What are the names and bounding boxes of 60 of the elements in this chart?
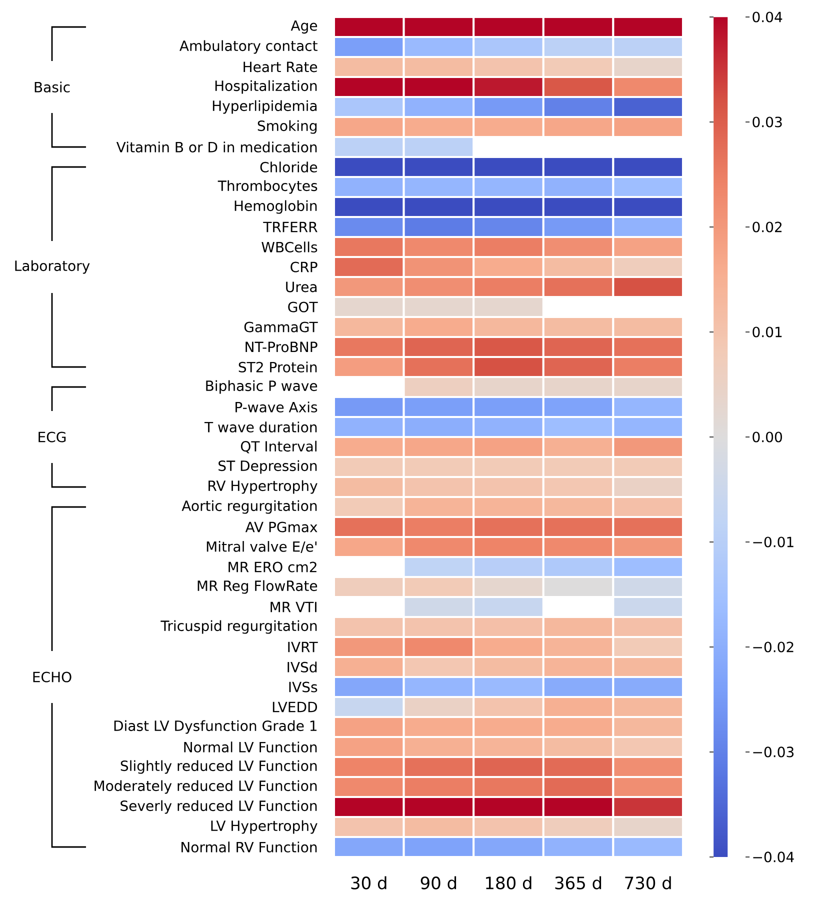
x-tick-label: 365 d [555, 876, 602, 890]
y-tick-label: Normal LV Function [184, 742, 317, 752]
y-tick-label: QT Interval [240, 440, 316, 454]
y-tick-label: LVEDD [272, 702, 317, 712]
x-tick-label: 730 d [625, 876, 671, 890]
y-tick-label: Hospitalization [215, 80, 317, 94]
y-tick-label: Ambulatory contact [180, 40, 318, 54]
y-tick-label: Chloride [260, 162, 318, 172]
y-tick-label: RV Hypertrophy [208, 480, 318, 494]
y-tick-label: AV PGmax [245, 522, 318, 532]
color-bar-label: −0.01 [753, 536, 794, 548]
y-tick-label: IVSs [289, 682, 318, 692]
y-tick-label: CRP [290, 262, 318, 272]
y-tick-label: Smoking [258, 120, 317, 134]
y-tick-label: Hemoglobin [234, 200, 317, 214]
y-tick-label: NT-ProBNP [246, 342, 318, 352]
y-tick-label: Diast LV Dysfunction Grade 1 [114, 720, 317, 734]
y-tick-label: Normal RV Function [182, 842, 317, 852]
y-tick-label: Moderately reduced LV Function [94, 780, 317, 794]
y-tick-label: P-wave Axis [236, 402, 318, 412]
y-tick-label: Urea [286, 282, 317, 292]
y-tick-label: Hyperlipidemia [212, 100, 317, 114]
y-tick-label: MR ERO cm2 [228, 562, 316, 572]
y-tick-label: IVRT [288, 642, 318, 652]
color-bar-label: 0.00 [752, 432, 782, 442]
y-tick-label: LV Hypertrophy [211, 820, 318, 834]
x-tick-label: 90 d [420, 876, 456, 890]
y-tick-label: Thrombocytes [218, 180, 318, 194]
color-bar-label: −0.03 [753, 746, 794, 758]
y-tick-label: Vitamin B or D in medication [116, 142, 317, 152]
color-bar-label: −0.04 [753, 852, 794, 862]
y-tick-label: GOT [288, 302, 318, 312]
y-tick-label: Biphasic P wave [206, 380, 318, 394]
color-bar-label: 0.01 [752, 326, 782, 338]
text: ECHO [33, 672, 72, 682]
y-tick-label: T wave duration [204, 422, 317, 432]
x-tick-label: 30 d [351, 876, 386, 890]
color-bar-label: 0.04 [752, 12, 782, 22]
y-tick-label: IVSd [288, 662, 317, 672]
y-tick-label: TRFERR [263, 222, 318, 232]
y-tick-label: MR VTI [270, 602, 316, 612]
text: Laboratory [15, 260, 90, 274]
y-tick-label: Heart Rate [244, 62, 318, 72]
y-tick-label: Slightly reduced LV Function [120, 760, 317, 774]
y-tick-label: Severly reduced LV Function [120, 800, 317, 814]
text: Basic [34, 82, 70, 92]
y-tick-label: MR Reg FlowRate [198, 580, 318, 594]
text: ECG [38, 432, 66, 442]
color-bar-label: 0.02 [752, 222, 782, 232]
y-tick-label: ST Depression [218, 460, 317, 474]
y-tick-label: Age [290, 20, 318, 34]
y-tick-label: GammaGT [244, 322, 318, 332]
y-tick-label: Mitral valve E/e' [206, 541, 316, 553]
color-bar-label: 0.03 [752, 116, 782, 128]
y-tick-label: Aortic regurgitation [182, 500, 317, 514]
y-tick-label: WBCells [262, 242, 318, 252]
y-tick-label: ST2 Protein [238, 362, 317, 372]
x-tick-label: 180 d [486, 876, 532, 890]
y-tick-label: Tricuspid regurgitation [160, 620, 317, 634]
color-bar-label: −0.02 [753, 642, 794, 652]
